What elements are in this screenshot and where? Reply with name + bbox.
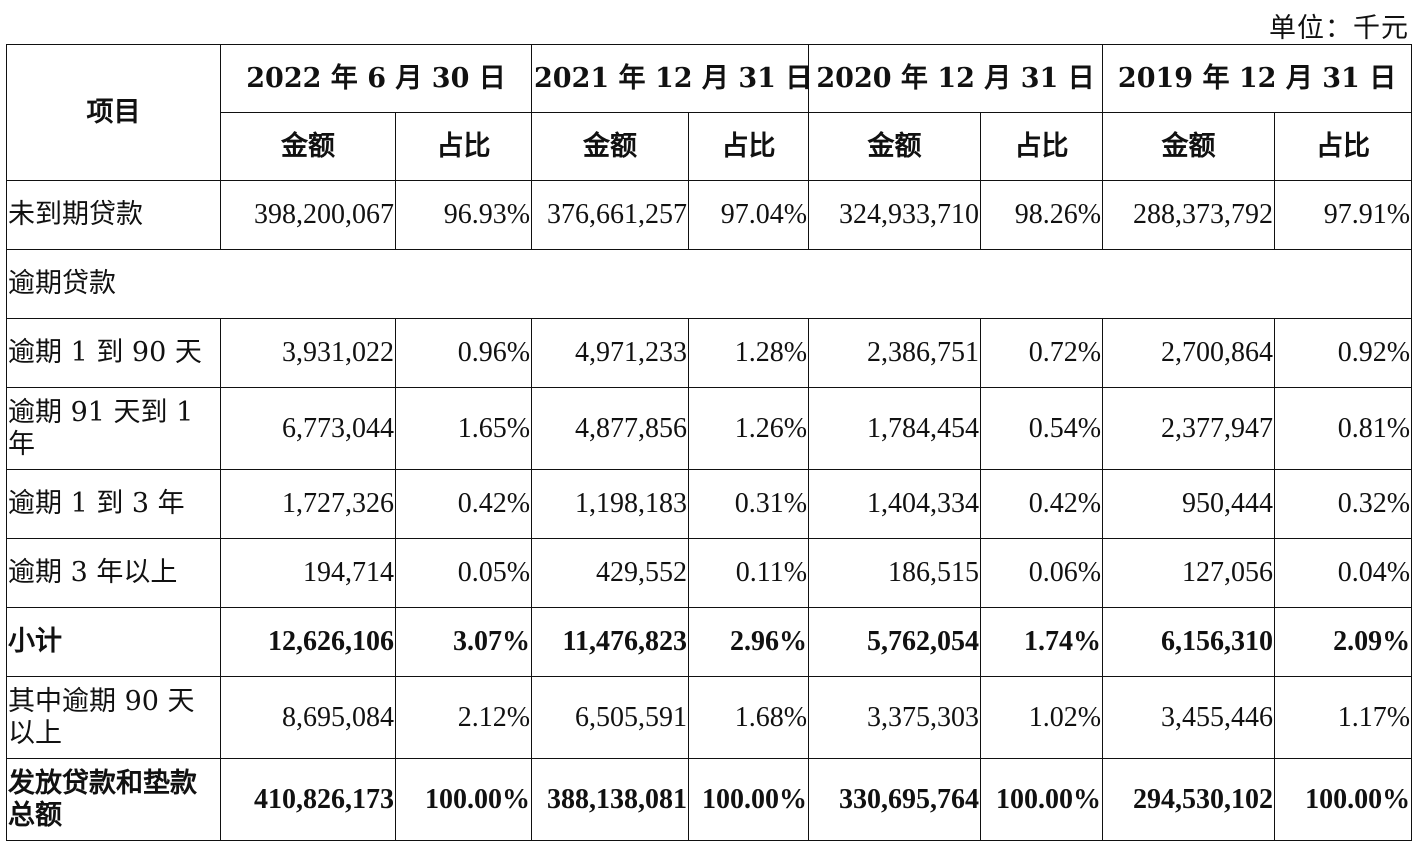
cell-amount: 5,762,054 bbox=[808, 607, 982, 677]
cell-amount: 2,386,751 bbox=[808, 318, 982, 388]
cell-amount: 398,200,067 bbox=[220, 180, 396, 250]
cell-share: 2.09% bbox=[1274, 607, 1413, 677]
cell-amount: 429,552 bbox=[531, 538, 690, 608]
cell-share: 0.05% bbox=[394, 538, 533, 608]
cell-amount: 6,505,591 bbox=[531, 676, 690, 759]
cell-amount: 1,784,454 bbox=[808, 387, 982, 470]
cell-amount: 3,375,303 bbox=[808, 676, 982, 759]
cell-share: 96.93% bbox=[394, 180, 533, 250]
cell-amount: 376,661,257 bbox=[531, 180, 690, 250]
header-amount: 金额 bbox=[531, 112, 690, 181]
cell-share: 0.54% bbox=[980, 387, 1104, 470]
cell-amount: 388,138,081 bbox=[531, 758, 690, 841]
header-item: 项目 bbox=[6, 44, 221, 181]
table-row: 其中逾期 90 天以上 8,695,084 2.12% 6,505,591 1.… bbox=[6, 676, 1413, 759]
cell-amount: 410,826,173 bbox=[220, 758, 396, 841]
header-share: 占比 bbox=[688, 112, 810, 181]
cell-amount: 8,695,084 bbox=[220, 676, 396, 759]
header-amount: 金额 bbox=[1102, 112, 1276, 181]
cell-amount: 3,931,022 bbox=[220, 318, 396, 388]
cell-share: 100.00% bbox=[980, 758, 1104, 841]
cell-share: 0.06% bbox=[980, 538, 1104, 608]
table-row: 逾期 91 天到 1 年 6,773,044 1.65% 4,877,856 1… bbox=[6, 387, 1413, 470]
table-row: 未到期贷款 398,200,067 96.93% 376,661,257 97.… bbox=[6, 180, 1413, 250]
cell-amount: 288,373,792 bbox=[1102, 180, 1276, 250]
cell-share: 0.96% bbox=[394, 318, 533, 388]
cell-amount: 2,700,864 bbox=[1102, 318, 1276, 388]
header-share: 占比 bbox=[980, 112, 1104, 181]
cell-amount: 330,695,764 bbox=[808, 758, 982, 841]
cell-share: 2.96% bbox=[688, 607, 810, 677]
cell-amount: 4,877,856 bbox=[531, 387, 690, 470]
table-row: 逾期 1 到 90 天 3,931,022 0.96% 4,971,233 1.… bbox=[6, 318, 1413, 388]
row-label: 逾期 91 天到 1 年 bbox=[6, 387, 221, 470]
cell-amount: 1,198,183 bbox=[531, 469, 690, 539]
cell-amount: 127,056 bbox=[1102, 538, 1276, 608]
cell-share: 1.68% bbox=[688, 676, 810, 759]
row-label: 发放贷款和垫款总额 bbox=[6, 758, 221, 841]
header-row-periods: 项目 2022 年 6 月 30 日 2021 年 12 月 31 日 2020… bbox=[6, 44, 1413, 181]
cell-amount: 186,515 bbox=[808, 538, 982, 608]
cell-share: 0.04% bbox=[1274, 538, 1413, 608]
cell-share: 0.42% bbox=[394, 469, 533, 539]
section-row: 逾期贷款 bbox=[5, 249, 1413, 319]
header-share: 占比 bbox=[394, 112, 533, 181]
row-label: 其中逾期 90 天以上 bbox=[6, 676, 221, 759]
header-period: 2022 年 6 月 30 日 bbox=[219, 44, 533, 113]
cell-share: 0.81% bbox=[1274, 387, 1413, 470]
cell-share: 0.31% bbox=[688, 469, 810, 539]
cell-amount: 12,626,106 bbox=[220, 607, 396, 677]
subtotal-row: 小计 12,626,106 3.07% 11,476,823 2.96% 5,7… bbox=[6, 607, 1413, 677]
cell-amount: 11,476,823 bbox=[531, 607, 690, 677]
cell-share: 2.12% bbox=[394, 676, 533, 759]
cell-amount: 3,455,446 bbox=[1102, 676, 1276, 759]
cell-amount: 194,714 bbox=[220, 538, 396, 608]
cell-share: 98.26% bbox=[980, 180, 1104, 250]
header-period: 2019 年 12 月 31 日 bbox=[1102, 44, 1413, 113]
loan-overdue-table: 项目 2022 年 6 月 30 日 2021 年 12 月 31 日 2020… bbox=[5, 44, 1413, 841]
cell-share: 1.02% bbox=[980, 676, 1104, 759]
cell-share: 1.17% bbox=[1274, 676, 1413, 759]
cell-share: 0.72% bbox=[980, 318, 1104, 388]
cell-amount: 1,727,326 bbox=[220, 469, 396, 539]
cell-amount: 324,933,710 bbox=[808, 180, 982, 250]
cell-share: 100.00% bbox=[688, 758, 810, 841]
table-row: 逾期 1 到 3 年 1,727,326 0.42% 1,198,183 0.3… bbox=[6, 469, 1413, 539]
cell-amount: 1,404,334 bbox=[808, 469, 982, 539]
cell-share: 97.91% bbox=[1274, 180, 1413, 250]
cell-share: 100.00% bbox=[394, 758, 533, 841]
header-period: 2021 年 12 月 31 日 bbox=[531, 44, 810, 113]
cell-amount: 2,377,947 bbox=[1102, 387, 1276, 470]
cell-amount: 6,773,044 bbox=[220, 387, 396, 470]
cell-amount: 4,971,233 bbox=[531, 318, 690, 388]
cell-share: 0.92% bbox=[1274, 318, 1413, 388]
total-row: 发放贷款和垫款总额 410,826,173 100.00% 388,138,08… bbox=[6, 758, 1413, 841]
cell-share: 1.26% bbox=[688, 387, 810, 470]
cell-share: 0.11% bbox=[688, 538, 810, 608]
cell-share: 1.74% bbox=[980, 607, 1104, 677]
row-label: 未到期贷款 bbox=[6, 180, 221, 250]
cell-share: 97.04% bbox=[688, 180, 810, 250]
cell-share: 100.00% bbox=[1274, 758, 1413, 841]
cell-amount: 6,156,310 bbox=[1102, 607, 1276, 677]
section-label: 逾期贷款 bbox=[5, 249, 1413, 319]
cell-share: 0.42% bbox=[980, 469, 1104, 539]
header-amount: 金额 bbox=[808, 112, 982, 181]
row-label: 逾期 3 年以上 bbox=[6, 538, 221, 608]
table-row: 逾期 3 年以上 194,714 0.05% 429,552 0.11% 186… bbox=[6, 538, 1413, 608]
header-share: 占比 bbox=[1274, 112, 1413, 181]
unit-label: 单位：千元 bbox=[1269, 13, 1409, 44]
row-label: 小计 bbox=[6, 607, 221, 677]
row-label: 逾期 1 到 90 天 bbox=[6, 318, 221, 388]
cell-share: 3.07% bbox=[394, 607, 533, 677]
header-amount: 金额 bbox=[220, 112, 396, 181]
cell-amount: 294,530,102 bbox=[1102, 758, 1276, 841]
row-label: 逾期 1 到 3 年 bbox=[6, 469, 221, 539]
cell-share: 0.32% bbox=[1274, 469, 1413, 539]
header-period: 2020 年 12 月 31 日 bbox=[808, 44, 1104, 113]
cell-amount: 950,444 bbox=[1102, 469, 1276, 539]
cell-share: 1.65% bbox=[394, 387, 533, 470]
cell-share: 1.28% bbox=[688, 318, 810, 388]
